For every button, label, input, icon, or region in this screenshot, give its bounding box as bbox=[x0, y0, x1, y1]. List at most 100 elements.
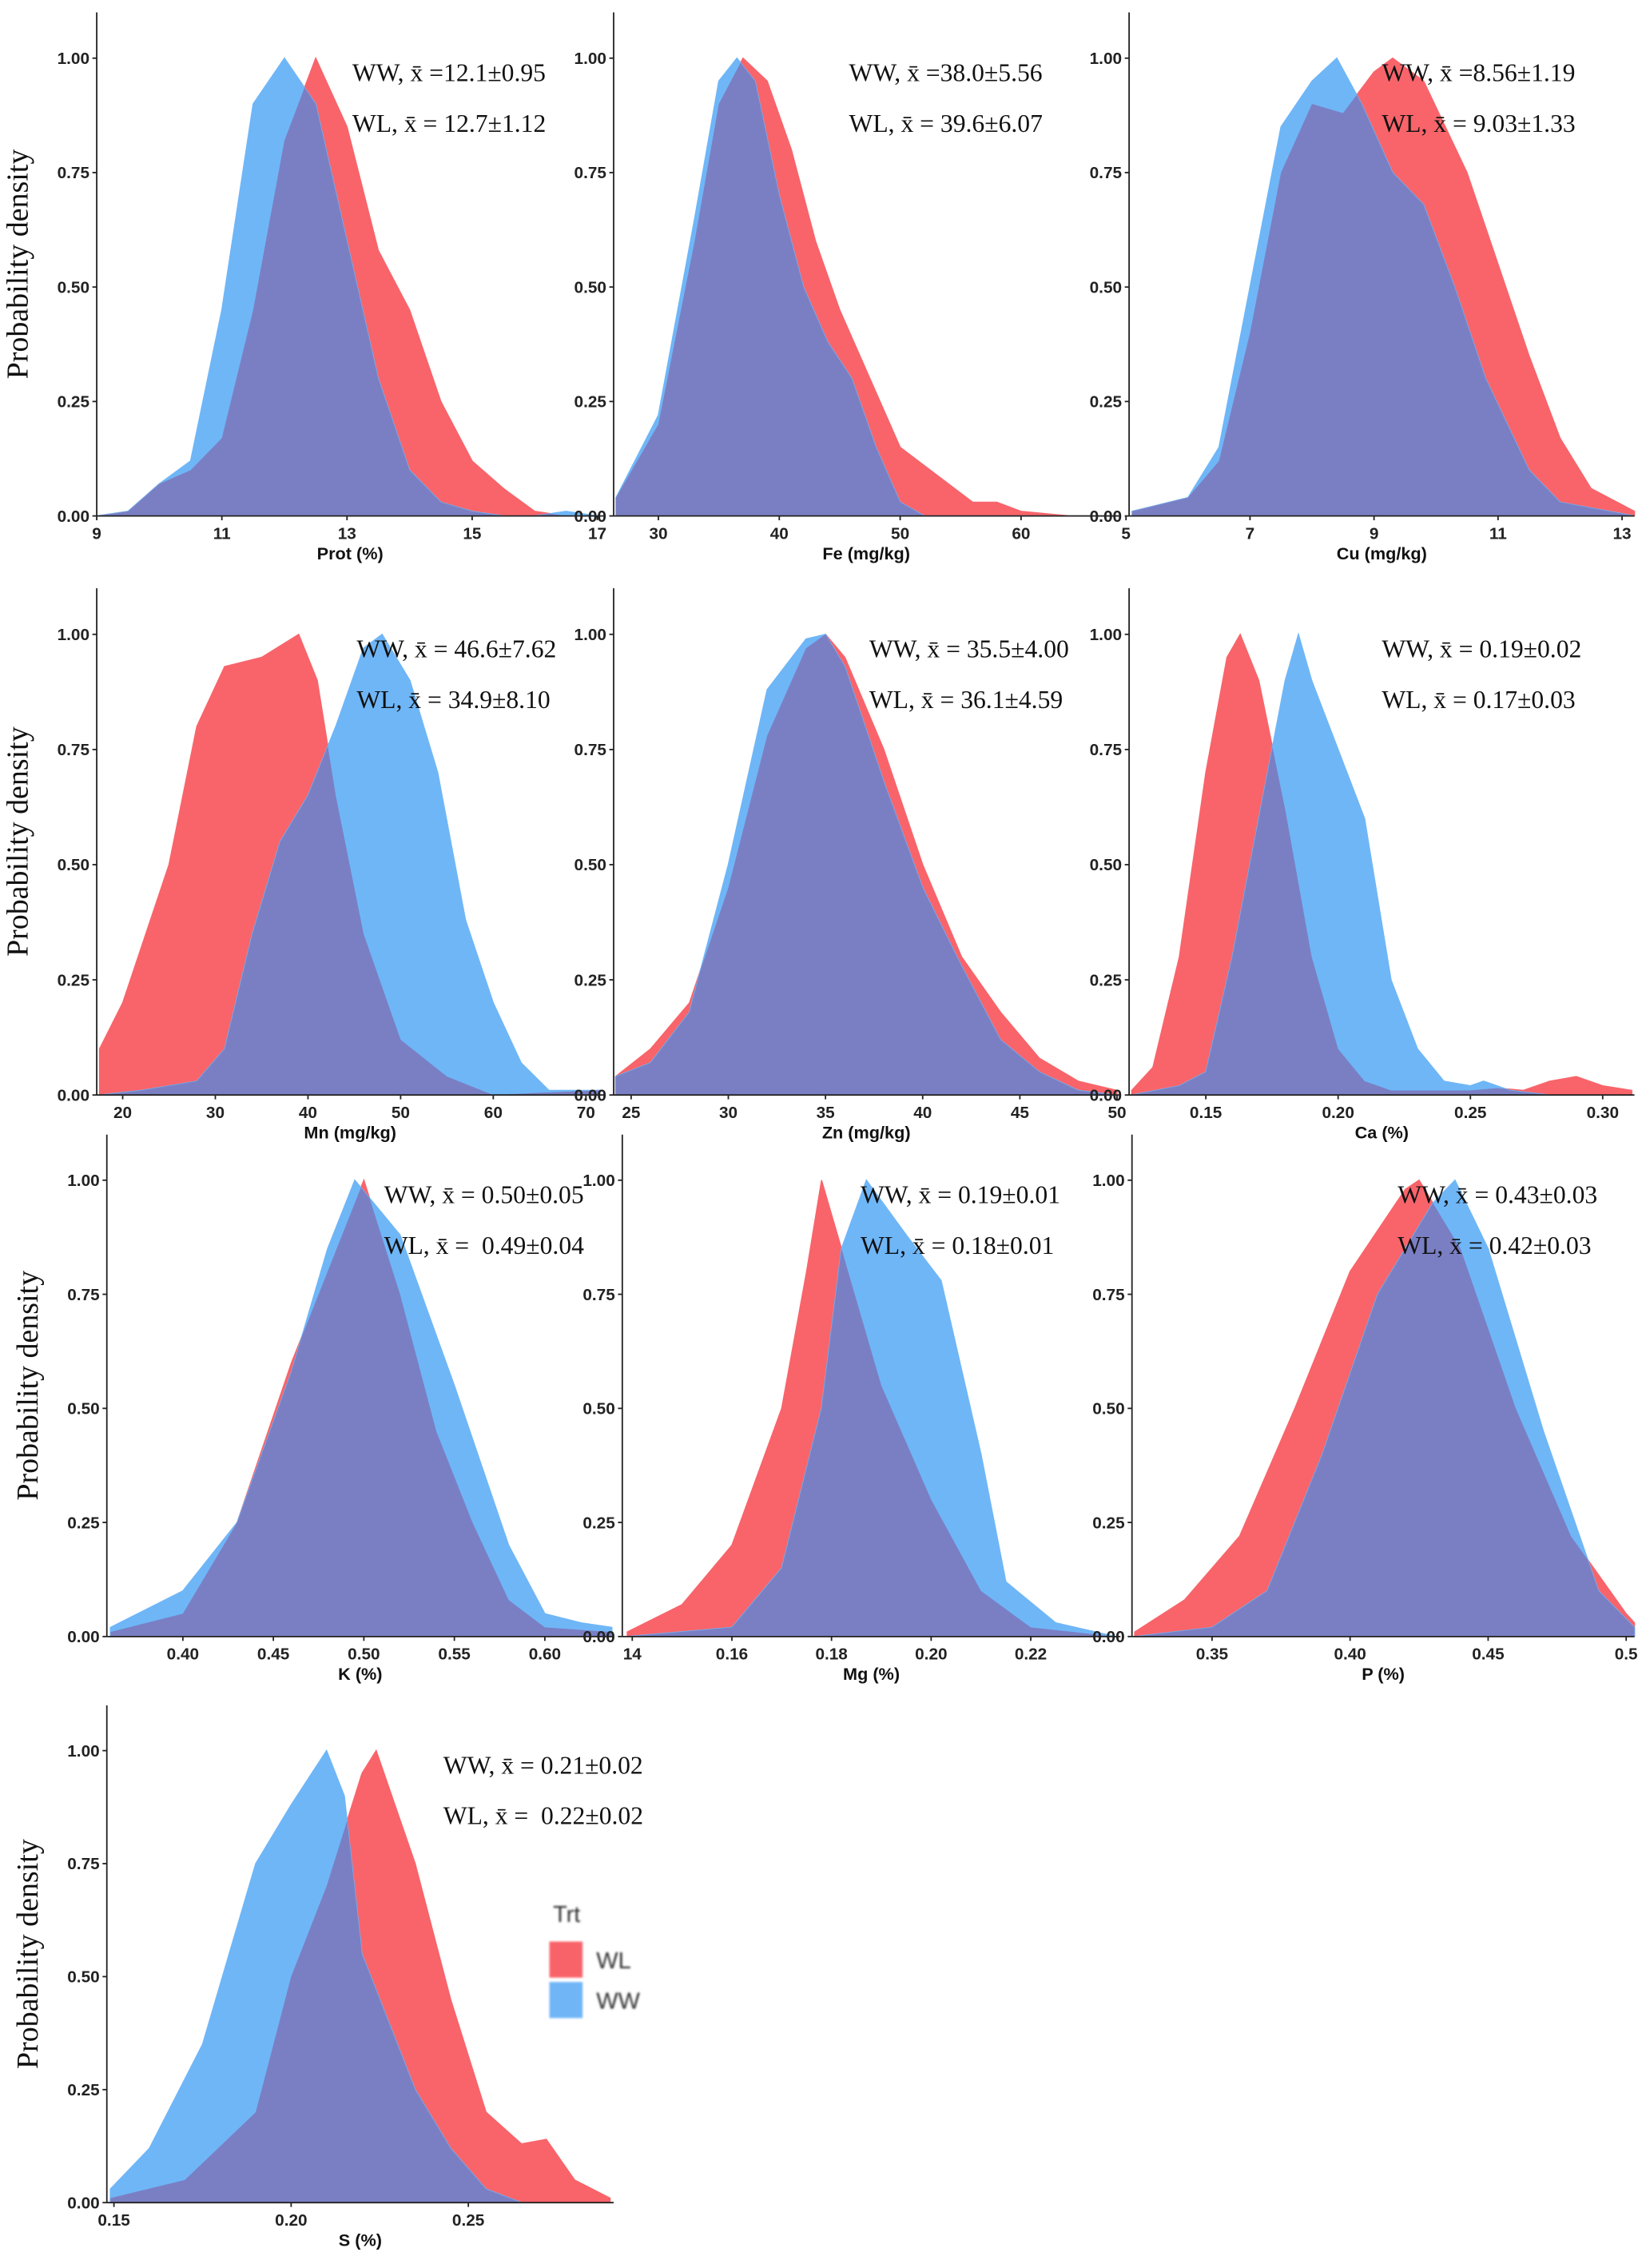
annotation: WW, x̄ = 0.19±0.01 bbox=[861, 1181, 1060, 1209]
x-tick-label: 7 bbox=[1246, 525, 1255, 543]
y-tick-label: 1.00 bbox=[58, 50, 89, 68]
x-tick-label: 60 bbox=[484, 1104, 503, 1122]
x-tick-label: 5 bbox=[1121, 525, 1131, 543]
y-tick-label: 1.00 bbox=[67, 1742, 99, 1761]
y-tick-label: 1.00 bbox=[67, 1172, 99, 1190]
legend-swatch bbox=[549, 1941, 583, 1978]
x-axis-label: K (%) bbox=[338, 1664, 382, 1684]
y-tick-label: 0.50 bbox=[575, 856, 606, 874]
annotation: WW, x̄ =12.1±0.95 bbox=[352, 59, 546, 87]
x-tick-label: 0.40 bbox=[1334, 1645, 1366, 1664]
y-tick-label: 0.75 bbox=[1090, 164, 1122, 182]
x-axis-label: Cu (mg/kg) bbox=[1337, 543, 1427, 563]
x-tick-label: 9 bbox=[1370, 525, 1379, 543]
y-tick-label: 0.00 bbox=[582, 1628, 614, 1646]
x-axis-label: S (%) bbox=[339, 2230, 382, 2250]
overlap-area bbox=[1131, 58, 1635, 516]
y-tick-label: 0.25 bbox=[582, 1514, 614, 1532]
y-tick-label: 1.00 bbox=[1092, 1172, 1124, 1190]
x-tick-label: 35 bbox=[817, 1104, 835, 1122]
y-tick-label: 1.00 bbox=[1090, 50, 1122, 68]
y-tick-label: 0.50 bbox=[58, 278, 89, 296]
x-tick-label: 15 bbox=[463, 525, 481, 543]
y-axis-label: Probability density bbox=[1, 149, 34, 380]
y-tick-label: 0.00 bbox=[58, 507, 89, 526]
y-tick-label: 0.00 bbox=[67, 2194, 99, 2212]
x-tick-label: 25 bbox=[622, 1104, 640, 1122]
x-tick-label: 0.20 bbox=[915, 1645, 947, 1664]
x-tick-label: 0.40 bbox=[167, 1645, 199, 1664]
x-tick-label: 0.45 bbox=[257, 1645, 289, 1664]
y-tick-label: 0.25 bbox=[58, 393, 89, 412]
y-tick-label: 0.50 bbox=[1090, 278, 1122, 296]
y-tick-label: 1.00 bbox=[582, 1172, 614, 1190]
x-tick-label: 40 bbox=[770, 525, 789, 543]
y-tick-label: 0.50 bbox=[575, 278, 606, 296]
annotation: WL, x̄ = 0.49±0.04 bbox=[384, 1231, 584, 1259]
overlap-area bbox=[615, 634, 1118, 1096]
y-axis-label: Probability density bbox=[11, 1271, 45, 1501]
y-tick-label: 0.75 bbox=[582, 1286, 614, 1304]
y-tick-label: 0.50 bbox=[582, 1400, 614, 1418]
overlap-area bbox=[1135, 1180, 1635, 1637]
y-tick-label: 0.50 bbox=[1090, 856, 1122, 874]
y-tick-label: 0.75 bbox=[58, 741, 89, 759]
y-tick-label: 0.50 bbox=[58, 856, 89, 874]
y-tick-label: 0.75 bbox=[575, 741, 606, 759]
annotation: WL, x̄ = 34.9±8.10 bbox=[356, 686, 550, 714]
x-tick-label: 40 bbox=[913, 1104, 932, 1122]
annotation: WW, x̄ = 0.43±0.03 bbox=[1398, 1181, 1597, 1209]
y-tick-label: 0.50 bbox=[67, 1400, 99, 1418]
y-tick-label: 0.75 bbox=[1090, 741, 1122, 759]
x-tick-label: 13 bbox=[338, 525, 356, 543]
annotation: WW, x̄ = 46.6±7.62 bbox=[356, 635, 556, 663]
x-axis-label: Prot (%) bbox=[317, 543, 384, 563]
x-tick-label: 30 bbox=[719, 1104, 738, 1122]
y-tick-label: 0.25 bbox=[67, 1514, 99, 1532]
x-tick-label: 14 bbox=[623, 1645, 642, 1664]
x-axis-label: Ca (%) bbox=[1355, 1122, 1409, 1142]
legend-label: WW bbox=[596, 1989, 640, 2015]
y-tick-label: 0.00 bbox=[1090, 1086, 1122, 1104]
x-tick-label: 17 bbox=[588, 525, 606, 543]
annotation: WW, x̄ = 0.19±0.02 bbox=[1382, 635, 1581, 663]
y-tick-label: 0.25 bbox=[1090, 971, 1122, 989]
annotation: WL, x̄ = 0.22±0.02 bbox=[443, 1802, 643, 1830]
y-tick-label: 0.25 bbox=[575, 393, 606, 412]
x-axis-label: P (%) bbox=[1362, 1664, 1405, 1684]
x-tick-label: 0.22 bbox=[1015, 1645, 1047, 1664]
y-tick-label: 0.75 bbox=[1092, 1286, 1124, 1304]
y-axis-label: Probability density bbox=[1, 726, 34, 957]
x-tick-label: 0.45 bbox=[1472, 1645, 1504, 1664]
y-tick-label: 0.25 bbox=[1092, 1514, 1124, 1532]
annotation: WW, x̄ = 35.5±4.00 bbox=[869, 635, 1069, 663]
x-tick-label: 13 bbox=[1612, 525, 1631, 543]
legend-swatch bbox=[549, 1982, 583, 2019]
x-tick-label: 0.15 bbox=[1190, 1104, 1222, 1122]
x-tick-label: 0.60 bbox=[529, 1645, 561, 1664]
x-tick-label: 0.20 bbox=[1322, 1104, 1354, 1122]
y-tick-label: 0.25 bbox=[58, 971, 89, 989]
y-tick-label: 1.00 bbox=[575, 626, 606, 644]
x-tick-label: 20 bbox=[113, 1104, 132, 1122]
x-tick-label: 0.55 bbox=[438, 1645, 470, 1664]
x-tick-label: 11 bbox=[213, 525, 231, 543]
x-axis-label: Mg (%) bbox=[843, 1664, 900, 1684]
x-tick-label: 50 bbox=[392, 1104, 410, 1122]
y-tick-label: 0.25 bbox=[1090, 393, 1122, 412]
x-tick-label: 0.16 bbox=[716, 1645, 748, 1664]
x-tick-label: 0.5 bbox=[1615, 1645, 1638, 1664]
x-tick-label: 11 bbox=[1489, 525, 1507, 543]
annotation: WW, x̄ =38.0±5.56 bbox=[849, 59, 1043, 87]
x-tick-label: 70 bbox=[577, 1104, 595, 1122]
x-tick-label: 50 bbox=[891, 525, 909, 543]
y-tick-label: 0.75 bbox=[67, 1855, 99, 1873]
y-tick-label: 0.50 bbox=[1092, 1400, 1124, 1418]
y-tick-label: 0.75 bbox=[58, 164, 89, 182]
y-tick-label: 1.00 bbox=[1090, 626, 1122, 644]
y-tick-label: 0.00 bbox=[67, 1628, 99, 1646]
overlap-area bbox=[1131, 634, 1632, 1096]
x-axis-label: Fe (mg/kg) bbox=[822, 543, 910, 563]
x-axis-label: Mn (mg/kg) bbox=[304, 1122, 396, 1142]
x-tick-label: 0.20 bbox=[275, 2211, 307, 2230]
